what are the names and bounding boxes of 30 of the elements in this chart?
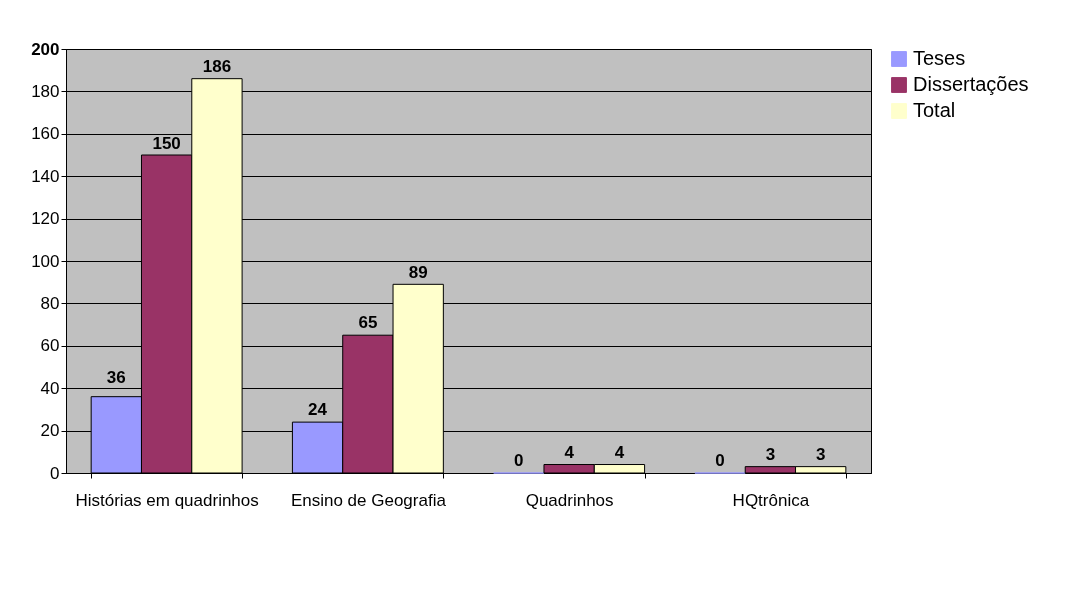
data-label: 0 bbox=[514, 451, 524, 470]
data-label: 4 bbox=[614, 442, 625, 462]
data-label: 186 bbox=[202, 56, 232, 76]
x-tick-label: HQtrônica bbox=[732, 490, 810, 510]
y-tick-label: 100 bbox=[31, 251, 60, 271]
y-tick-label: 60 bbox=[40, 336, 60, 356]
y-tick-label: 0 bbox=[50, 463, 60, 483]
data-label: 150 bbox=[152, 134, 181, 154]
data-label: 24 bbox=[308, 400, 328, 420]
y-tick-label: 20 bbox=[40, 421, 60, 441]
x-tick-label: Histórias em quadrinhos bbox=[75, 490, 259, 510]
data-label: 3 bbox=[815, 444, 826, 464]
data-label: 4 bbox=[564, 442, 575, 462]
data-label: 0 bbox=[715, 451, 725, 470]
data-label: 3 bbox=[765, 444, 776, 464]
y-tick-label: 80 bbox=[40, 293, 60, 313]
y-tick-label: 180 bbox=[31, 81, 60, 101]
y-tick-label: 160 bbox=[31, 124, 60, 144]
legend-label: Total bbox=[913, 99, 956, 121]
y-tick-label: 200 bbox=[31, 39, 60, 59]
legend-label: Dissertações bbox=[913, 73, 1029, 95]
legend-label: Teses bbox=[913, 47, 966, 69]
data-label: 36 bbox=[106, 368, 126, 388]
y-tick-label: 40 bbox=[40, 378, 60, 398]
data-label: 89 bbox=[408, 262, 428, 282]
x-tick-label: Quadrinhos bbox=[525, 490, 614, 510]
data-label: 65 bbox=[358, 313, 378, 333]
x-tick-label: Ensino de Geografia bbox=[290, 490, 447, 510]
y-tick-label: 140 bbox=[31, 166, 60, 186]
y-tick-label: 120 bbox=[31, 209, 60, 229]
